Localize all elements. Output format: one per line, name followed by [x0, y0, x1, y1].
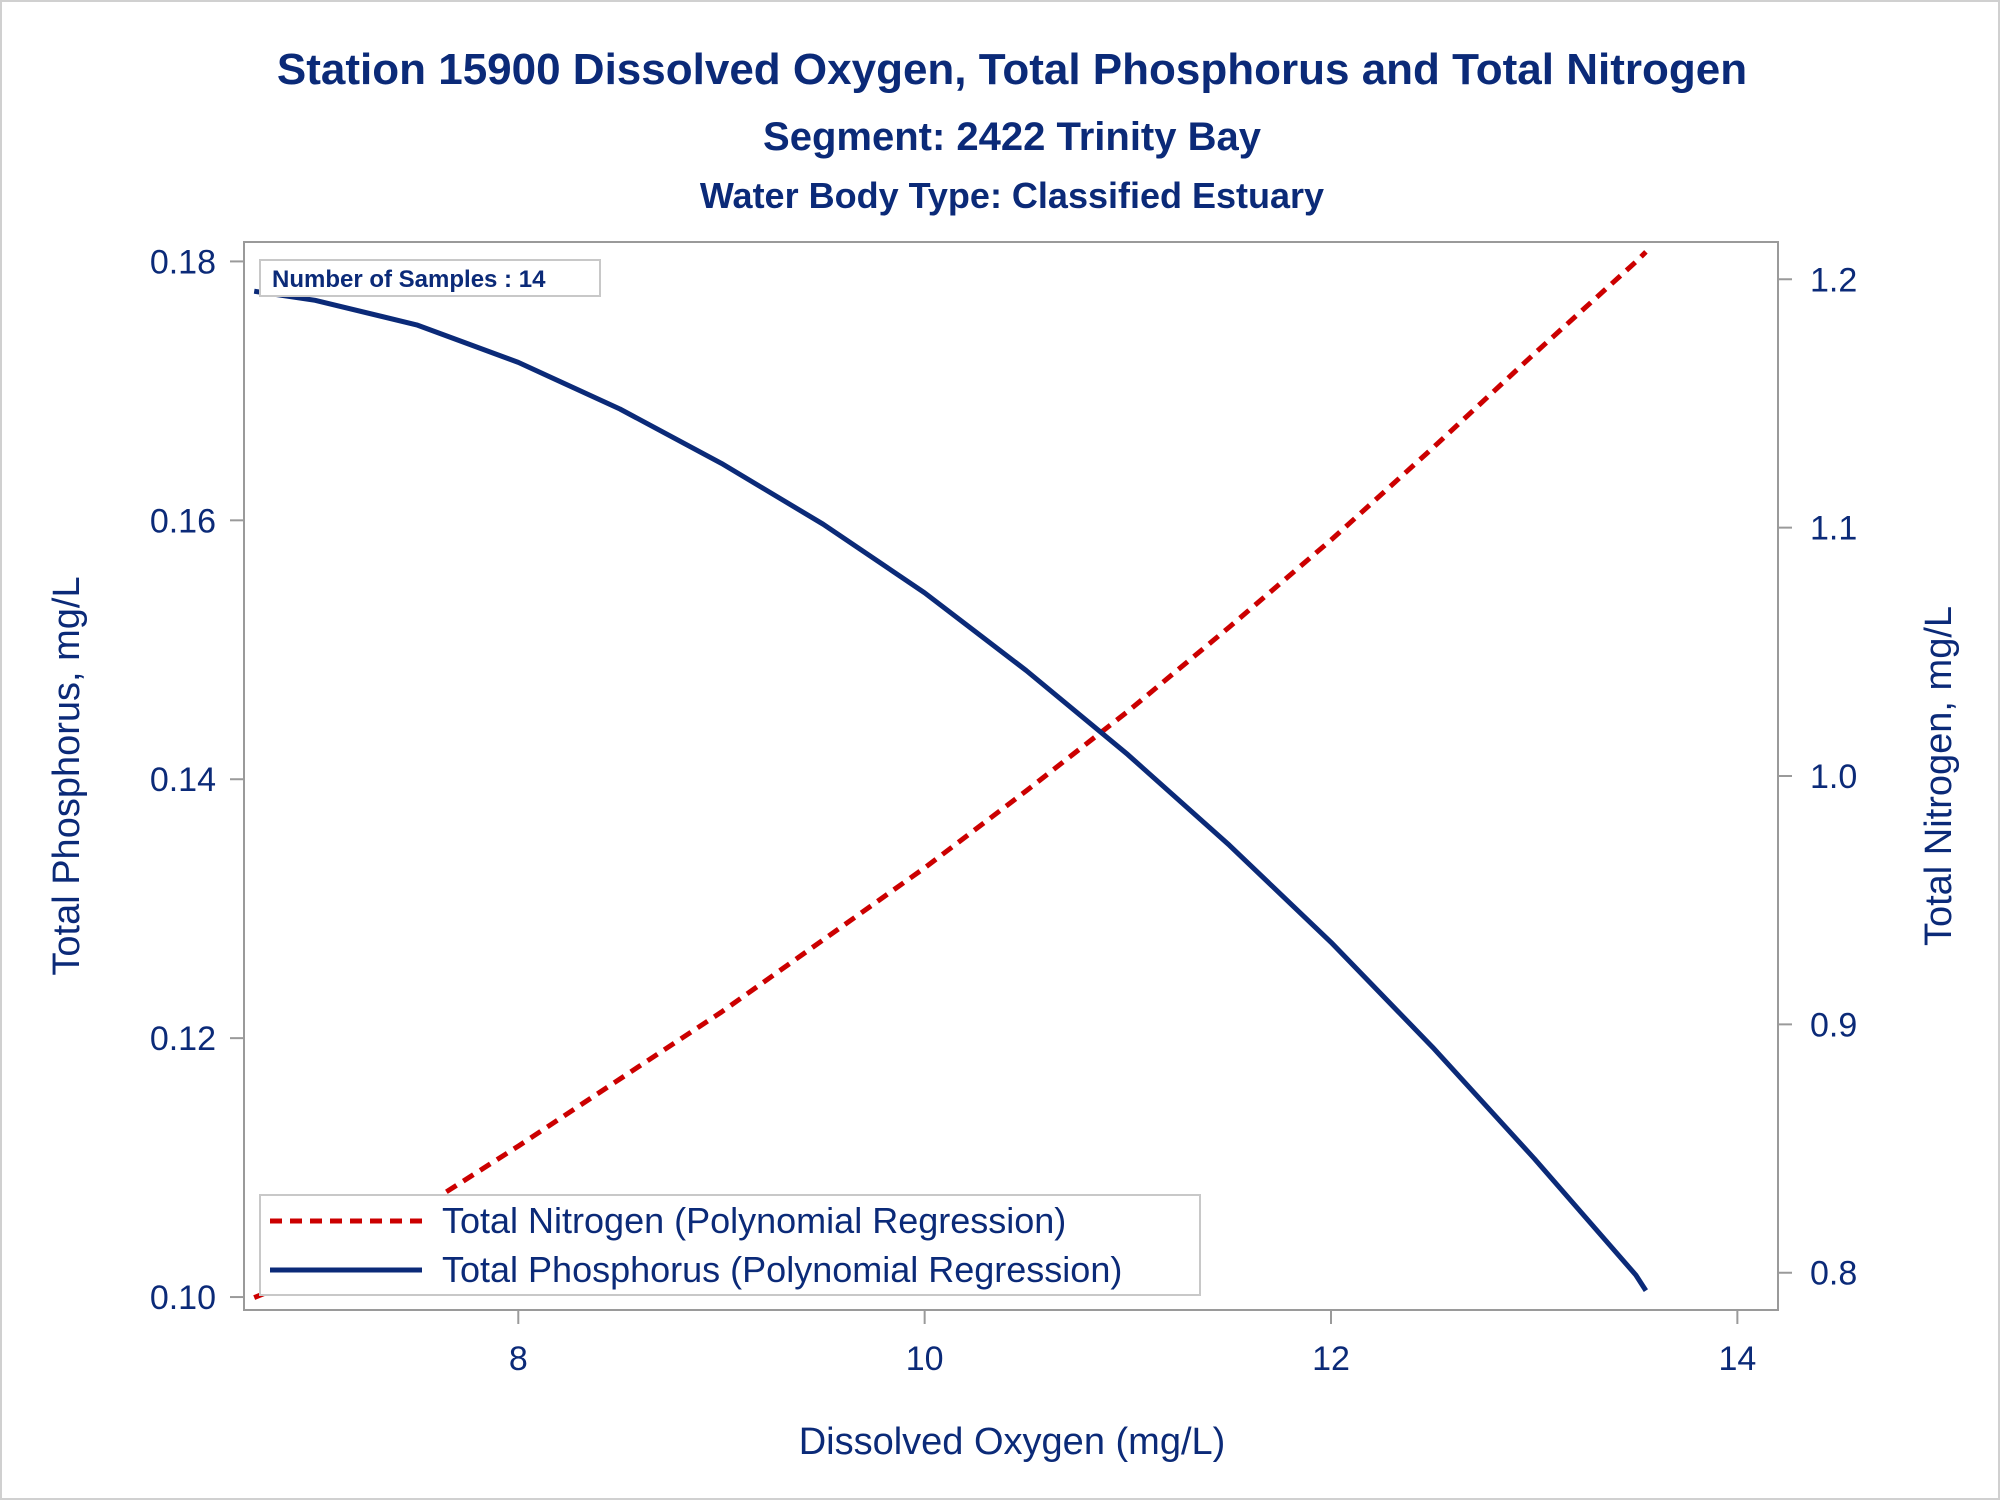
x-tick-label: 14: [1718, 1340, 1756, 1378]
chart-title: Station 15900 Dissolved Oxygen, Total Ph…: [277, 45, 1747, 94]
sample-count-label: Number of Samples : 14: [272, 266, 546, 293]
sample-count-box: [259, 259, 601, 297]
chart-subtitle: Segment: 2422 Trinity Bay: [763, 115, 1262, 159]
legend: Total Nitrogen (Polynomial Regression) T…: [259, 1194, 1201, 1296]
y-left-tick-label: 0.18: [150, 243, 216, 281]
chart-subtitle-2: Water Body Type: Classified Estuary: [700, 175, 1324, 216]
y-axis-left: 0.10 0.12 0.14 0.16 0.18: [150, 243, 244, 1317]
series-line-phosphorus: [253, 288, 1648, 1292]
x-tick-label: 12: [1312, 1340, 1350, 1378]
legend-box: [259, 1194, 1201, 1296]
y-left-tick-label: 0.12: [150, 1020, 216, 1058]
legend-label-nitrogen: Total Nitrogen (Polynomial Regression): [442, 1200, 1066, 1241]
legend-label-phosphorus: Total Phosphorus (Polynomial Regression): [442, 1249, 1122, 1290]
y-right-tick-label: 0.9: [1810, 1006, 1857, 1044]
y-right-tick-label: 1.2: [1810, 261, 1857, 299]
y-right-tick-label: 1.0: [1810, 758, 1857, 796]
y-left-tick-label: 0.10: [150, 1279, 216, 1317]
x-axis-label: Dissolved Oxygen (mg/L): [799, 1421, 1226, 1463]
y-left-tick-label: 0.16: [150, 502, 216, 540]
y-right-tick-label: 1.1: [1810, 510, 1857, 548]
x-axis: 8 10 12 14: [509, 1310, 1756, 1378]
series-line-nitrogen: [253, 250, 1648, 1300]
y-axis-left-label: Total Phosphorus, mg/L: [46, 576, 88, 975]
plot-area: [243, 241, 1779, 1311]
y-axis-right: 0.8 0.9 1.0 1.1 1.2: [1778, 261, 1857, 1293]
y-right-tick-label: 0.8: [1810, 1255, 1857, 1293]
series-layer: [253, 250, 1648, 1300]
y-axis-right-label: Total Nitrogen, mg/L: [1918, 606, 1960, 946]
x-tick-label: 10: [906, 1340, 944, 1378]
y-left-tick-label: 0.14: [150, 761, 216, 799]
x-tick-label: 8: [509, 1340, 528, 1378]
